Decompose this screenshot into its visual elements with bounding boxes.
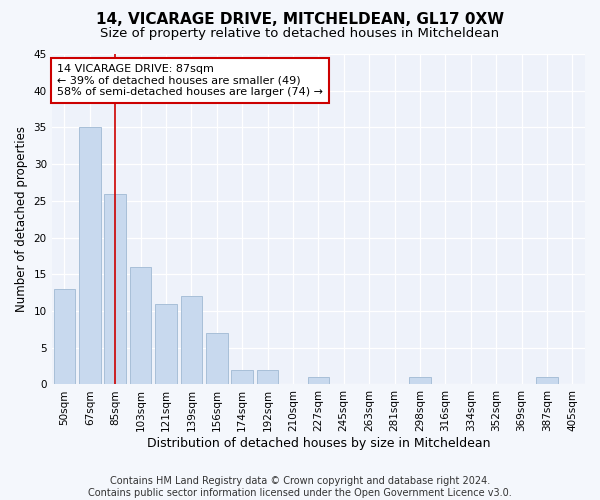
Bar (257, 370, 278, 384)
Bar (536, 377, 557, 384)
Bar (53, 289, 75, 384)
Bar (308, 377, 329, 384)
Bar (232, 370, 253, 384)
Bar (181, 296, 202, 384)
X-axis label: Distribution of detached houses by size in Mitcheldean: Distribution of detached houses by size … (146, 437, 490, 450)
Y-axis label: Number of detached properties: Number of detached properties (15, 126, 28, 312)
Bar (409, 377, 431, 384)
Bar (79, 128, 101, 384)
Text: Size of property relative to detached houses in Mitcheldean: Size of property relative to detached ho… (100, 28, 500, 40)
Bar (206, 333, 227, 384)
Text: 14 VICARAGE DRIVE: 87sqm
← 39% of detached houses are smaller (49)
58% of semi-d: 14 VICARAGE DRIVE: 87sqm ← 39% of detach… (57, 64, 323, 97)
Bar (104, 194, 126, 384)
Text: Contains HM Land Registry data © Crown copyright and database right 2024.
Contai: Contains HM Land Registry data © Crown c… (88, 476, 512, 498)
Text: 14, VICARAGE DRIVE, MITCHELDEAN, GL17 0XW: 14, VICARAGE DRIVE, MITCHELDEAN, GL17 0X… (96, 12, 504, 28)
Bar (130, 267, 151, 384)
Bar (155, 304, 177, 384)
